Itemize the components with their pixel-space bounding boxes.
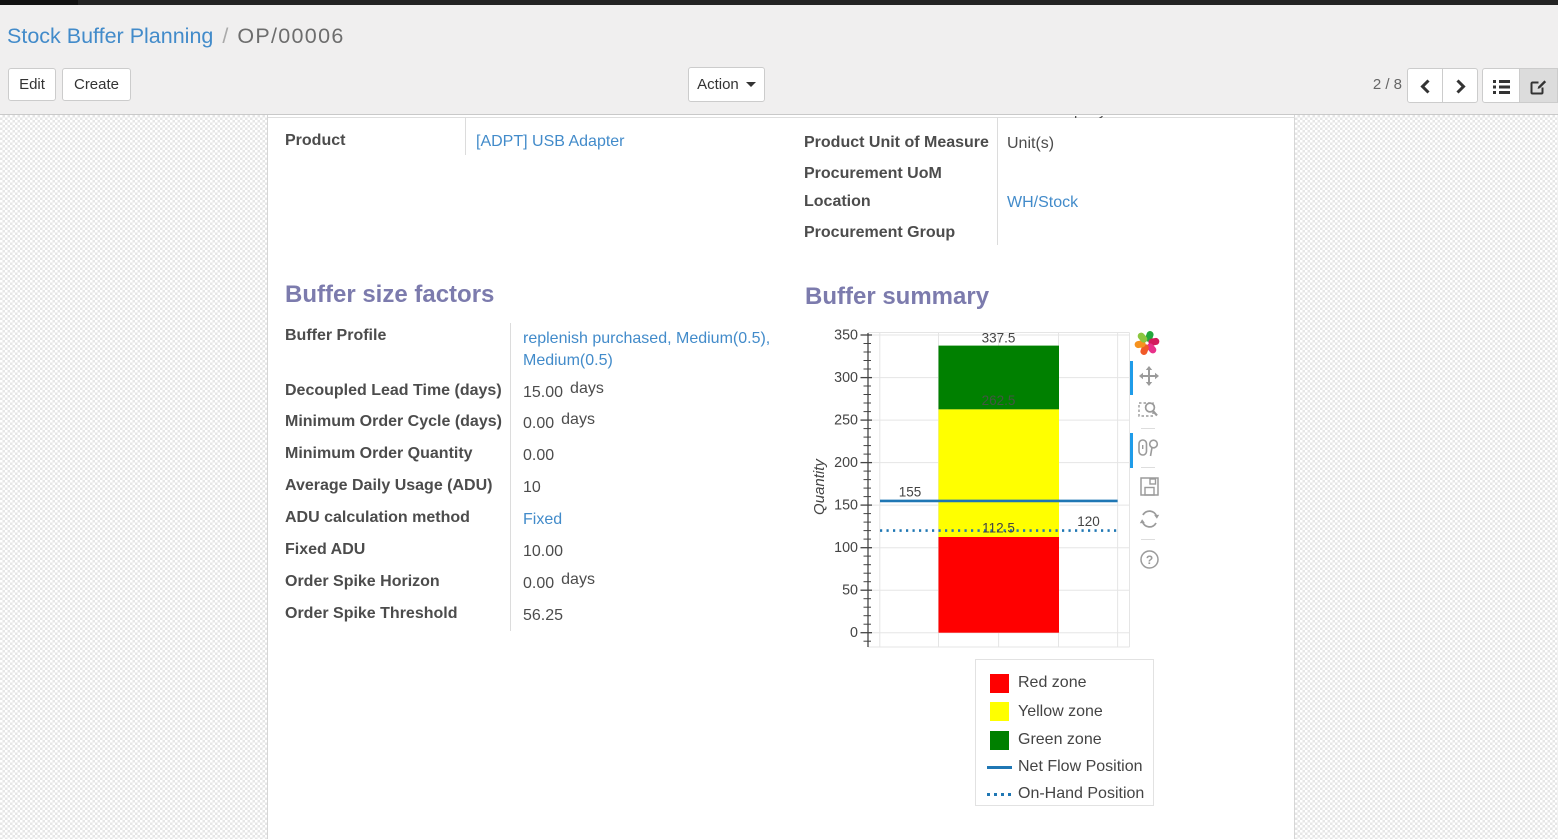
svg-text:?: ? <box>1146 553 1153 567</box>
svg-text:112.5: 112.5 <box>982 521 1015 536</box>
svg-text:50: 50 <box>842 583 858 599</box>
svg-text:262.5: 262.5 <box>982 393 1016 408</box>
svg-text:250: 250 <box>834 413 858 429</box>
svg-text:150: 150 <box>834 498 858 514</box>
svg-text:350: 350 <box>834 328 858 344</box>
svg-text:0: 0 <box>850 625 858 641</box>
svg-text:200: 200 <box>834 455 858 471</box>
svg-text:100: 100 <box>834 540 858 556</box>
svg-text:Quantity: Quantity <box>811 458 828 515</box>
svg-text:120: 120 <box>1077 514 1100 529</box>
svg-text:337.5: 337.5 <box>982 331 1016 346</box>
svg-text:300: 300 <box>834 370 858 386</box>
svg-text:155: 155 <box>899 485 922 500</box>
